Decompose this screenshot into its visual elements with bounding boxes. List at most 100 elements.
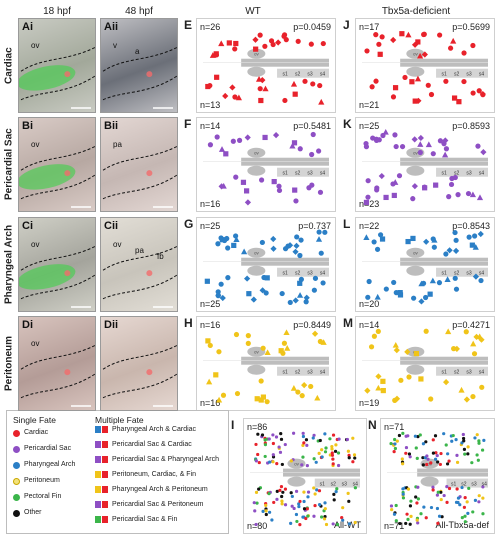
plot-G-point (311, 287, 317, 293)
plot-N-point (401, 492, 405, 496)
plot-H-point (317, 338, 323, 345)
plot-G-point (225, 245, 231, 251)
plot-N-point (406, 517, 410, 521)
plot-J-point (437, 32, 443, 38)
plot-L-n-top: n=22 (359, 221, 380, 231)
plot-E-n-top: n=26 (200, 22, 221, 32)
plot-N-point (393, 442, 397, 446)
plot-I-point (331, 462, 335, 466)
plot-L-point (429, 277, 436, 284)
plot-I-point (347, 456, 351, 460)
plot-L-point (393, 290, 399, 296)
plot-I-seg-s3: s3 (342, 482, 348, 488)
plot-G-point (261, 274, 267, 281)
plot-H-point (314, 394, 321, 401)
plot-I-point (347, 522, 351, 526)
plot-L-point (363, 234, 370, 240)
plot-N-point (416, 485, 420, 489)
plot-N-point (400, 457, 404, 461)
plot-F-point (317, 189, 324, 195)
plot-I-point (252, 501, 256, 505)
plot-H-point (308, 383, 314, 390)
plot-L-point (466, 234, 472, 240)
plot-G-point (250, 296, 257, 303)
plot-F-point (276, 187, 283, 194)
plot-G-point (298, 237, 304, 243)
plot-M-seg-s1: s1 (442, 370, 448, 376)
plot-H-point (278, 348, 284, 354)
plot-I-point (341, 506, 345, 510)
plot-E-point (320, 40, 326, 47)
plot-N-point (425, 454, 429, 458)
plot-G-n-top: n=25 (200, 221, 221, 231)
plot-I-point (281, 490, 285, 494)
plot-I-point (312, 433, 316, 437)
plot-I-point (256, 452, 260, 457)
plot-I-point (345, 437, 350, 442)
plot-L-point (469, 242, 475, 248)
plot-J-point (390, 94, 397, 100)
plot-I-point (317, 451, 321, 455)
plot-N-point (389, 504, 394, 508)
plot-N-point (473, 436, 477, 440)
plot-I-point (302, 441, 306, 445)
plot-N-point (409, 514, 413, 518)
plot-L-point (453, 237, 459, 243)
legend-swatch-icon (13, 510, 20, 517)
plot-G-schematic: ov s1 s2 s3 s4 (241, 247, 329, 277)
plot-N-point (433, 457, 438, 461)
plot-I-point (353, 520, 357, 525)
plot-G-point (215, 293, 221, 299)
plot-L-seg-s4: s4 (479, 271, 485, 277)
plot-F-seg-s3: s3 (307, 171, 313, 177)
plot-L-point (478, 277, 484, 284)
plot-I-point (278, 450, 283, 454)
plot-N-point (390, 507, 394, 512)
plot-I-point (279, 432, 283, 436)
plot-N-point (409, 499, 413, 503)
plot-E-point (213, 52, 219, 58)
plot-N-point (445, 500, 449, 504)
plot-M-n-bottom: n=19 (359, 398, 380, 408)
plot-N-point (435, 453, 439, 458)
plot-E-point (295, 38, 301, 44)
micro-Cii-label: Cii (104, 220, 119, 232)
plot-M-point (375, 373, 382, 380)
micro-Bi-mark-ov: ov (31, 140, 40, 149)
plot-I-point (322, 517, 327, 521)
plot-M-point (479, 384, 485, 390)
plot-N-point (416, 435, 420, 439)
plot-N-point (455, 453, 459, 457)
plot-N-point (442, 432, 446, 436)
plot-H-point (205, 338, 211, 344)
plot-E-seg-s4: s4 (320, 72, 326, 78)
plot-G-plot-area: ov s1 s2 s3 s4 (203, 229, 329, 306)
plot-N-point (429, 505, 434, 510)
plot-N-point (462, 447, 467, 451)
plot-N-point (454, 438, 458, 442)
plot-I-point (323, 450, 328, 454)
plot-I-point (271, 441, 275, 446)
plot-I-point (337, 437, 341, 441)
plot-E-n-bottom: n=13 (200, 100, 221, 110)
plot-N-point (414, 495, 418, 499)
plot-L-point (423, 238, 430, 245)
plot-M-point (406, 374, 412, 380)
plot-I-point (264, 503, 268, 507)
plot-N-point (398, 521, 402, 526)
plot-I-point (274, 435, 279, 439)
plot-I-point (291, 431, 296, 435)
plot-G-point (259, 239, 265, 246)
plot-G-pvalue: p=0.737 (298, 221, 331, 231)
plot-N-point (431, 485, 435, 489)
micro-Bi: Bi ov (18, 117, 96, 212)
plot-I-point (304, 438, 309, 442)
plot-I-point (275, 497, 279, 501)
plot-I-point (324, 446, 328, 450)
plot-F-point (214, 134, 220, 140)
plot-I-point (336, 451, 341, 455)
